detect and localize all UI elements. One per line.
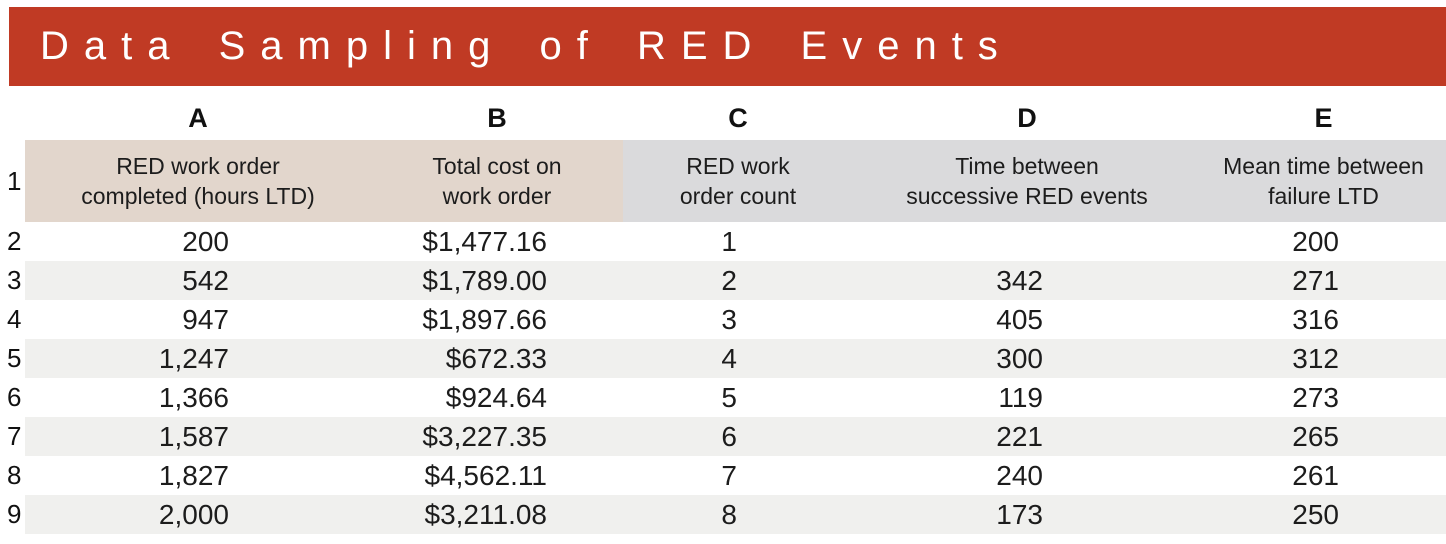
cell-e2: 200 [1292, 225, 1339, 257]
cell-b4: $1,897.66 [422, 303, 547, 335]
cell-b7: $3,227.35 [371, 417, 623, 456]
row-number: 6 [0, 378, 25, 417]
cell-c7: 6 [623, 417, 853, 456]
column-letters-row: A B C D E [0, 96, 1446, 140]
row-number: 5 [0, 339, 25, 378]
column-a-header: RED work order completed (hours LTD) [25, 140, 371, 222]
cell-b8: $4,562.11 [424, 459, 548, 491]
cell-d4: 405 [996, 303, 1043, 335]
cell-e6: 273 [1292, 381, 1339, 413]
row-number: 8 [0, 456, 25, 495]
table-row: 7 1,587 $3,227.35 6 221 265 [0, 417, 1446, 456]
row-number: 2 [0, 222, 25, 261]
cell-a9: 2,000 [25, 495, 371, 534]
column-letter-d: D [1017, 102, 1037, 133]
cell-c2: 1 [721, 225, 737, 257]
cell-d7: 221 [853, 417, 1201, 456]
cell-d5: 300 [853, 339, 1201, 378]
column-letter-b: B [487, 102, 507, 133]
column-b-header: Total cost on work order [371, 140, 623, 222]
cell-e3: 271 [1201, 261, 1446, 300]
row-number: 7 [0, 417, 25, 456]
column-letter-e: E [1314, 102, 1333, 133]
table-row: 9 2,000 $3,211.08 8 173 250 [0, 495, 1446, 534]
cell-a3: 542 [25, 261, 371, 300]
row-number: 1 [0, 140, 25, 222]
row-number: 3 [0, 261, 25, 300]
column-e-header: Mean time between failure LTD [1201, 140, 1446, 222]
cell-d3: 342 [853, 261, 1201, 300]
table-row: 2 200 $1,477.16 1 200 [0, 222, 1446, 261]
table-row: 3 542 $1,789.00 2 342 271 [0, 261, 1446, 300]
cell-d8: 240 [996, 459, 1043, 491]
cell-e5: 312 [1201, 339, 1446, 378]
table-row: 5 1,247 $672.33 4 300 312 [0, 339, 1446, 378]
cell-d2 [853, 222, 1201, 261]
cell-a4: 947 [182, 303, 229, 335]
cell-c5: 4 [623, 339, 853, 378]
table-body: 2 200 $1,477.16 1 200 3 542 $1,789.00 2 342 271 4 94… [0, 222, 1446, 534]
column-letter-c: C [728, 102, 748, 133]
row-number: 9 [0, 495, 25, 534]
cell-c4: 3 [721, 303, 737, 335]
row-number: 4 [0, 300, 25, 339]
cell-c8: 7 [721, 459, 737, 491]
title-banner: Data Sampling of RED Events [9, 7, 1446, 86]
cell-e9: 250 [1201, 495, 1446, 534]
cell-e4: 316 [1292, 303, 1339, 335]
table-header-row: 1 RED work order completed (hours LTD) T… [0, 140, 1446, 222]
cell-d9: 173 [853, 495, 1201, 534]
cell-e8: 261 [1292, 459, 1339, 491]
cell-a6: 1,366 [158, 381, 229, 413]
column-letter-a: A [188, 102, 208, 133]
cell-a5: 1,247 [25, 339, 371, 378]
column-c-header: RED work order count [623, 140, 853, 222]
cell-b6: $924.64 [445, 381, 547, 413]
table-row: 4 947 $1,897.66 3 405 316 [0, 300, 1446, 339]
cell-c6: 5 [721, 381, 737, 413]
cell-e7: 265 [1201, 417, 1446, 456]
cell-a7: 1,587 [25, 417, 371, 456]
cell-b5: $672.33 [371, 339, 623, 378]
cell-a8: 1,827 [158, 459, 229, 491]
column-d-header: Time between successive RED events [853, 140, 1201, 222]
table-row: 8 1,827 $4,562.11 7 240 261 [0, 456, 1446, 495]
cell-b2: $1,477.16 [422, 225, 547, 257]
cell-c3: 2 [623, 261, 853, 300]
cell-b9: $3,211.08 [371, 495, 623, 534]
cell-b3: $1,789.00 [371, 261, 623, 300]
cell-c9: 8 [623, 495, 853, 534]
page-title: Data Sampling of RED Events [40, 24, 1013, 68]
cell-a2: 200 [182, 225, 229, 257]
table-row: 6 1,366 $924.64 5 119 273 [0, 378, 1446, 417]
cell-d6: 119 [998, 381, 1043, 413]
